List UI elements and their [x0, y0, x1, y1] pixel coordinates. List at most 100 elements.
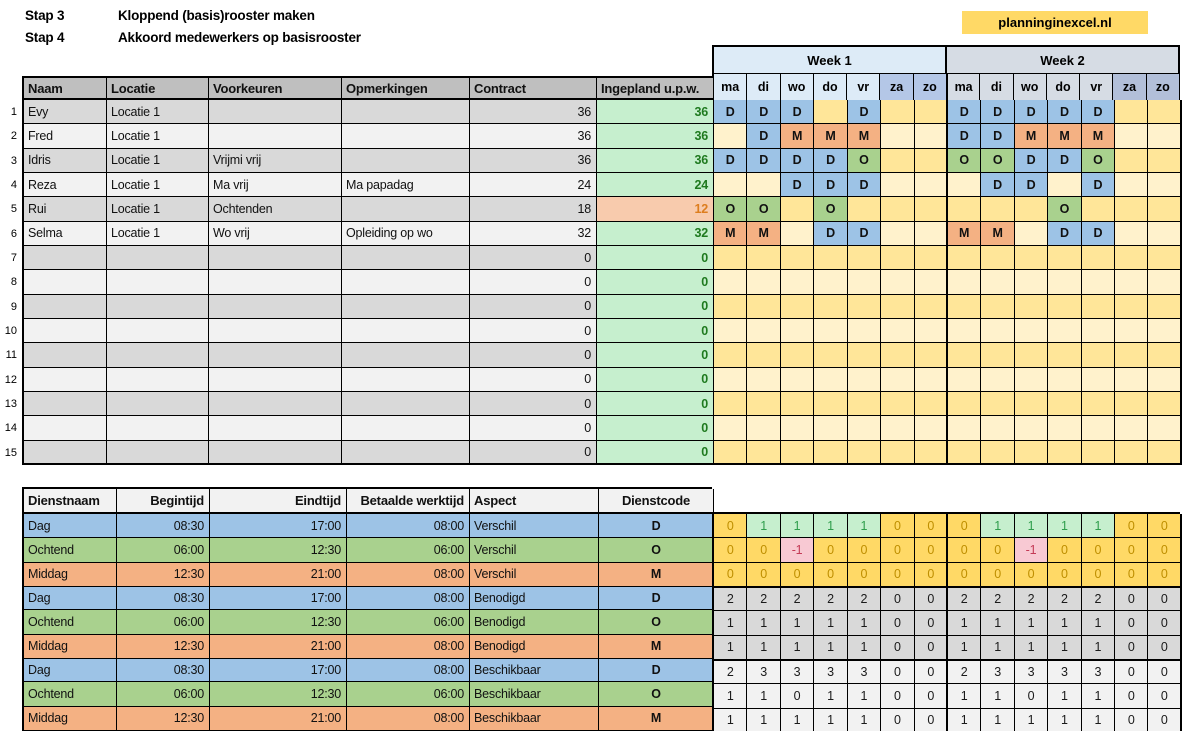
shift-cell[interactable]: M — [981, 221, 1015, 246]
summary-cell[interactable]: 1 — [1081, 708, 1116, 731]
roster-cell-locatie[interactable] — [107, 294, 209, 319]
shift-cell-begintijd[interactable]: 08:30 — [117, 586, 210, 611]
shift-cell[interactable] — [1148, 172, 1182, 198]
roster-cell-locatie[interactable]: Locatie 1 — [107, 172, 209, 198]
shift-cell[interactable] — [780, 416, 815, 441]
shift-cell[interactable] — [814, 391, 848, 417]
shift-cell[interactable] — [1081, 343, 1116, 368]
shift-cell[interactable] — [945, 245, 982, 271]
summary-cell[interactable]: 1 — [1014, 611, 1049, 636]
summary-cell[interactable]: 0 — [881, 635, 915, 660]
shift-cell[interactable] — [747, 343, 781, 368]
shift-cell[interactable]: O — [814, 197, 848, 222]
roster-cell-opmerkingen[interactable] — [342, 100, 470, 125]
shift-cell-aspect[interactable]: Verschil — [470, 514, 599, 539]
summary-cell[interactable]: 2 — [714, 658, 748, 685]
shift-cell[interactable]: O — [981, 148, 1015, 173]
shift-cell-betaalde-werktijd[interactable]: 06:00 — [347, 682, 470, 707]
shift-cell[interactable] — [814, 294, 848, 319]
shift-cell[interactable] — [945, 270, 982, 295]
summary-cell[interactable]: 0 — [1115, 585, 1149, 612]
roster-cell-locatie[interactable]: Locatie 1 — [107, 100, 209, 125]
roster-cell-naam[interactable] — [24, 343, 107, 368]
summary-cell[interactable]: 2 — [847, 585, 882, 612]
shift-cell[interactable] — [1048, 416, 1082, 441]
shift-cell-betaalde-werktijd[interactable]: 08:00 — [347, 514, 470, 539]
roster-cell-voorkeuren[interactable] — [209, 294, 342, 319]
shift-cell[interactable] — [714, 294, 748, 319]
shift-cell[interactable] — [1148, 221, 1182, 246]
roster-cell-voorkeuren[interactable]: Wo vrij — [209, 221, 342, 246]
roster-cell-contract[interactable]: 0 — [470, 391, 597, 417]
roster-cell-locatie[interactable] — [107, 416, 209, 441]
shift-cell[interactable]: D — [1048, 148, 1082, 173]
summary-cell[interactable]: 1 — [780, 514, 815, 539]
shift-cell[interactable] — [1014, 416, 1049, 441]
shift-cell[interactable] — [714, 416, 748, 441]
roster-cell-naam[interactable] — [24, 440, 107, 465]
roster-cell-naam[interactable] — [24, 270, 107, 295]
shift-cell[interactable] — [714, 391, 748, 417]
shift-cell-aspect[interactable]: Benodigd — [470, 586, 599, 611]
summary-cell[interactable]: 0 — [1148, 658, 1182, 685]
shift-cell[interactable] — [847, 391, 882, 417]
summary-cell[interactable]: 0 — [981, 538, 1015, 563]
summary-cell[interactable]: 0 — [945, 514, 982, 539]
summary-cell[interactable]: 2 — [780, 585, 815, 612]
roster-cell-naam[interactable]: Fred — [24, 124, 107, 149]
shift-cell[interactable]: D — [847, 221, 882, 246]
shift-cell[interactable] — [1115, 221, 1149, 246]
shift-cell[interactable] — [1115, 270, 1149, 295]
shift-cell[interactable] — [945, 197, 982, 222]
summary-cell[interactable]: 2 — [1048, 585, 1082, 612]
roster-cell-contract[interactable]: 0 — [470, 416, 597, 441]
roster-cell-locatie[interactable] — [107, 270, 209, 295]
summary-cell[interactable]: 1 — [847, 708, 882, 731]
summary-cell[interactable]: 0 — [714, 562, 748, 587]
summary-cell[interactable]: 3 — [1014, 658, 1049, 685]
summary-cell[interactable]: 1 — [714, 684, 748, 709]
roster-cell-contract[interactable]: 0 — [470, 367, 597, 392]
shift-cell-eindtijd[interactable]: 17:00 — [210, 586, 347, 611]
shift-cell[interactable] — [847, 367, 882, 392]
roster-cell-contract[interactable]: 0 — [470, 270, 597, 295]
shift-cell[interactable]: M — [1048, 124, 1082, 149]
summary-cell[interactable]: 1 — [847, 635, 882, 660]
shift-cell[interactable] — [747, 245, 781, 271]
shift-cell[interactable] — [814, 318, 848, 344]
shift-cell-eindtijd[interactable]: 12:30 — [210, 682, 347, 707]
shift-cell[interactable] — [981, 294, 1015, 319]
shift-cell[interactable] — [1115, 294, 1149, 319]
roster-cell-opmerkingen[interactable] — [342, 343, 470, 368]
shift-cell[interactable] — [914, 367, 948, 392]
summary-cell[interactable]: 1 — [1048, 514, 1082, 539]
shift-cell[interactable]: M — [714, 221, 748, 246]
shift-cell[interactable] — [780, 391, 815, 417]
shift-cell-aspect[interactable]: Beschikbaar — [470, 682, 599, 707]
summary-cell[interactable]: 1 — [780, 635, 815, 660]
roster-cell-voorkeuren[interactable] — [209, 391, 342, 417]
roster-cell-ingepland[interactable]: 0 — [597, 440, 714, 465]
shift-cell[interactable]: M — [1081, 124, 1116, 149]
summary-cell[interactable]: 0 — [1148, 585, 1182, 612]
shift-cell-dienstcode[interactable]: D — [599, 658, 714, 683]
roster-cell-naam[interactable] — [24, 245, 107, 271]
roster-cell-naam[interactable] — [24, 294, 107, 319]
summary-cell[interactable]: 0 — [914, 611, 948, 636]
shift-cell[interactable] — [1048, 245, 1082, 271]
shift-cell-dienstnaam[interactable]: Dag — [24, 514, 117, 539]
summary-cell[interactable]: 0 — [914, 708, 948, 731]
summary-cell[interactable]: 1 — [814, 635, 848, 660]
roster-cell-ingepland[interactable]: 36 — [597, 100, 714, 125]
shift-cell[interactable] — [1148, 367, 1182, 392]
shift-cell[interactable] — [1081, 270, 1116, 295]
summary-cell[interactable]: 1 — [945, 635, 982, 660]
summary-cell[interactable]: 3 — [814, 658, 848, 685]
summary-cell[interactable]: 2 — [1014, 585, 1049, 612]
shift-cell[interactable] — [981, 270, 1015, 295]
roster-cell-ingepland[interactable]: 36 — [597, 148, 714, 173]
shift-cell[interactable] — [1115, 343, 1149, 368]
roster-cell-contract[interactable]: 0 — [470, 343, 597, 368]
roster-cell-naam[interactable]: Selma — [24, 221, 107, 246]
shift-cell[interactable] — [981, 440, 1015, 465]
